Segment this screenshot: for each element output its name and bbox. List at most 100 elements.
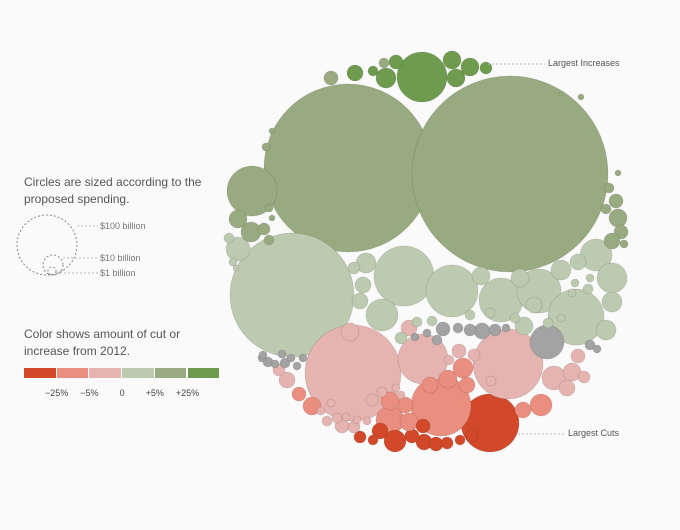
bubble-111[interactable] xyxy=(600,203,612,215)
bubble-11[interactable] xyxy=(425,264,479,318)
bubble-113[interactable] xyxy=(485,375,497,387)
bubble-66[interactable] xyxy=(458,376,476,394)
bubble-125[interactable] xyxy=(362,416,372,426)
bubble-55[interactable] xyxy=(346,64,364,82)
bubble-117[interactable] xyxy=(365,393,379,407)
bubble-26[interactable] xyxy=(365,298,399,332)
bubble-140[interactable] xyxy=(258,350,268,360)
bubble-27[interactable] xyxy=(351,292,369,310)
bubble-77[interactable] xyxy=(367,434,379,446)
bubble-119[interactable] xyxy=(391,383,401,393)
bubble-65[interactable] xyxy=(452,357,474,379)
bubble-99[interactable] xyxy=(292,361,302,371)
bubble-24[interactable] xyxy=(278,371,296,389)
bubble-139[interactable] xyxy=(570,278,580,288)
bubble-90[interactable] xyxy=(452,322,464,334)
bubble-127[interactable] xyxy=(410,332,420,342)
bubble-130[interactable] xyxy=(426,315,438,327)
bubble-86[interactable] xyxy=(394,331,408,345)
bubble-131[interactable] xyxy=(464,309,476,321)
bubble-0[interactable] xyxy=(263,83,433,253)
bubble-132[interactable] xyxy=(501,323,511,333)
bubble-71[interactable] xyxy=(399,412,419,432)
bubble-3[interactable] xyxy=(226,165,278,217)
bubble-38[interactable] xyxy=(558,379,576,397)
bubble-23[interactable] xyxy=(291,386,307,402)
bubble-54[interactable] xyxy=(323,70,339,86)
bubble-83[interactable] xyxy=(321,415,333,427)
bubble-39[interactable] xyxy=(570,348,586,364)
bubble-59[interactable] xyxy=(446,68,466,88)
bubble-32[interactable] xyxy=(225,236,251,262)
bubble-96[interactable] xyxy=(270,359,280,369)
bubble-67[interactable] xyxy=(421,376,439,394)
bubble-105[interactable] xyxy=(268,214,276,222)
bubble-46[interactable] xyxy=(569,253,587,271)
bubble-112[interactable] xyxy=(619,239,629,249)
bubble-141[interactable] xyxy=(277,349,287,359)
bubble-134[interactable] xyxy=(542,317,554,329)
bubble-20[interactable] xyxy=(529,393,553,417)
bubble-80[interactable] xyxy=(465,429,479,443)
bubble-101[interactable] xyxy=(558,91,564,97)
bubble-114[interactable] xyxy=(451,343,467,359)
bubble-34[interactable] xyxy=(240,221,262,243)
bubble-5[interactable] xyxy=(396,51,448,103)
bubble-143[interactable] xyxy=(298,353,308,363)
bubble-30[interactable] xyxy=(354,276,372,294)
bubble-93[interactable] xyxy=(584,339,596,351)
bubble-118[interactable] xyxy=(376,386,388,398)
bubble-87[interactable] xyxy=(435,321,451,337)
bubble-129[interactable] xyxy=(411,316,423,328)
bubble-123[interactable] xyxy=(341,412,351,422)
bubble-49[interactable] xyxy=(608,208,628,228)
bubble-41[interactable] xyxy=(514,316,534,336)
bubble-88[interactable] xyxy=(473,322,491,340)
bubble-107[interactable] xyxy=(223,232,235,244)
bubble-103[interactable] xyxy=(261,142,271,152)
bubble-137[interactable] xyxy=(582,283,594,295)
bubble-61[interactable] xyxy=(479,61,493,75)
bubble-110[interactable] xyxy=(614,169,622,177)
bubble-62[interactable] xyxy=(378,57,390,69)
bubble-56[interactable] xyxy=(375,67,397,89)
bubble-47[interactable] xyxy=(595,319,617,341)
bubble-52[interactable] xyxy=(608,193,624,209)
bubble-48[interactable] xyxy=(601,291,623,313)
bubble-16[interactable] xyxy=(596,262,628,294)
bubble-57[interactable] xyxy=(388,54,404,70)
bubble-75[interactable] xyxy=(371,422,389,440)
bubble-97[interactable] xyxy=(279,357,291,369)
bubble-44[interactable] xyxy=(471,266,491,286)
bubble-109[interactable] xyxy=(232,264,240,272)
bubble-91[interactable] xyxy=(488,323,502,337)
bubble-116[interactable] xyxy=(443,354,455,366)
bubble-138[interactable] xyxy=(585,273,595,283)
bubble-74[interactable] xyxy=(415,418,431,434)
bubble-135[interactable] xyxy=(556,313,566,323)
bubble-14[interactable] xyxy=(547,288,605,346)
bubble-10[interactable] xyxy=(373,245,435,307)
bubble-35[interactable] xyxy=(257,222,271,236)
bubble-53[interactable] xyxy=(603,182,615,194)
bubble-40[interactable] xyxy=(577,370,591,384)
bubble-45[interactable] xyxy=(550,259,572,281)
bubble-58[interactable] xyxy=(442,50,462,70)
bubble-121[interactable] xyxy=(326,398,336,408)
bubble-133[interactable] xyxy=(509,312,521,324)
bubble-92[interactable] xyxy=(484,307,496,319)
bubble-104[interactable] xyxy=(264,203,274,213)
bubble-43[interactable] xyxy=(510,268,530,288)
bubble-78[interactable] xyxy=(440,436,454,450)
bubble-33[interactable] xyxy=(228,209,248,229)
bubble-124[interactable] xyxy=(352,415,362,425)
bubble-102[interactable] xyxy=(268,127,276,135)
bubble-106[interactable] xyxy=(263,234,275,246)
bubble-28[interactable] xyxy=(340,322,360,342)
bubble-126[interactable] xyxy=(431,334,443,346)
bubble-19[interactable] xyxy=(383,429,407,453)
bubble-128[interactable] xyxy=(422,328,432,338)
bubble-76[interactable] xyxy=(353,430,367,444)
bubble-1[interactable] xyxy=(411,75,609,273)
bubble-115[interactable] xyxy=(467,348,481,362)
